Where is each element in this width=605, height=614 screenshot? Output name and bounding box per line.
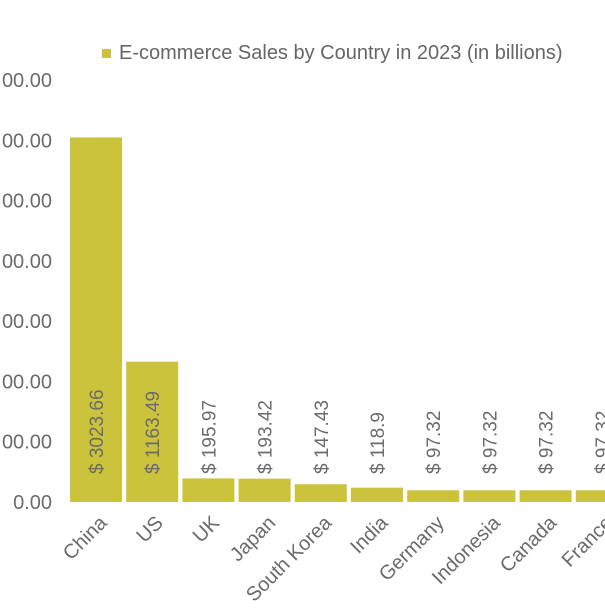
y-tick-label: 0.00 [13, 492, 52, 514]
bar [463, 490, 516, 502]
y-tick-label: 00.00 [2, 432, 52, 454]
value-labels: $ 3023.66 $ 1163.49 $ 195.97 $ 193.42 $ 147.… [87, 389, 605, 474]
y-tick-label: 00.00 [2, 371, 52, 393]
bar [182, 478, 235, 502]
x-tick-label: UK [189, 512, 225, 548]
legend: E-commerce Sales by Country in 2023 (in … [102, 42, 563, 65]
data-label: $ 3023.66 [87, 389, 108, 474]
bar [575, 490, 605, 502]
x-tick-label: US [133, 512, 168, 547]
bar [70, 137, 122, 503]
bar [126, 361, 179, 502]
data-label: $ 118.9 [368, 412, 389, 474]
data-label: $ 1163.49 [143, 391, 164, 474]
data-label: $ 97.32 [537, 411, 558, 474]
bar [407, 490, 460, 502]
y-tick-label: 00.00 [2, 191, 52, 213]
x-tick-label: France [558, 512, 605, 572]
y-tick-label: 00.00 [2, 130, 52, 152]
x-tick-label: Canada [496, 511, 562, 577]
legend-swatch [102, 49, 111, 58]
y-axis: 0.00 00.00 00.00 00.00 00.00 00.00 00.00 00.00 [2, 70, 52, 514]
x-tick-label: India [346, 511, 393, 558]
data-label: $ 195.97 [199, 400, 220, 474]
bar [238, 478, 291, 502]
bars [70, 137, 605, 503]
x-tick-label: China [59, 511, 112, 564]
data-label: $ 97.32 [593, 411, 605, 474]
data-label: $ 97.32 [424, 411, 445, 474]
data-label: $ 97.32 [480, 411, 501, 474]
y-tick-label: 00.00 [2, 70, 52, 92]
bar [294, 484, 347, 502]
x-tick-label: Japan [226, 512, 280, 566]
legend-label: E-commerce Sales by Country in 2023 (in … [119, 42, 563, 64]
bar [351, 487, 403, 502]
data-label: $ 193.42 [256, 400, 277, 474]
bar [519, 490, 572, 502]
y-tick-label: 00.00 [2, 251, 52, 273]
data-label: $ 147.43 [312, 400, 333, 474]
y-tick-label: 00.00 [2, 311, 52, 333]
